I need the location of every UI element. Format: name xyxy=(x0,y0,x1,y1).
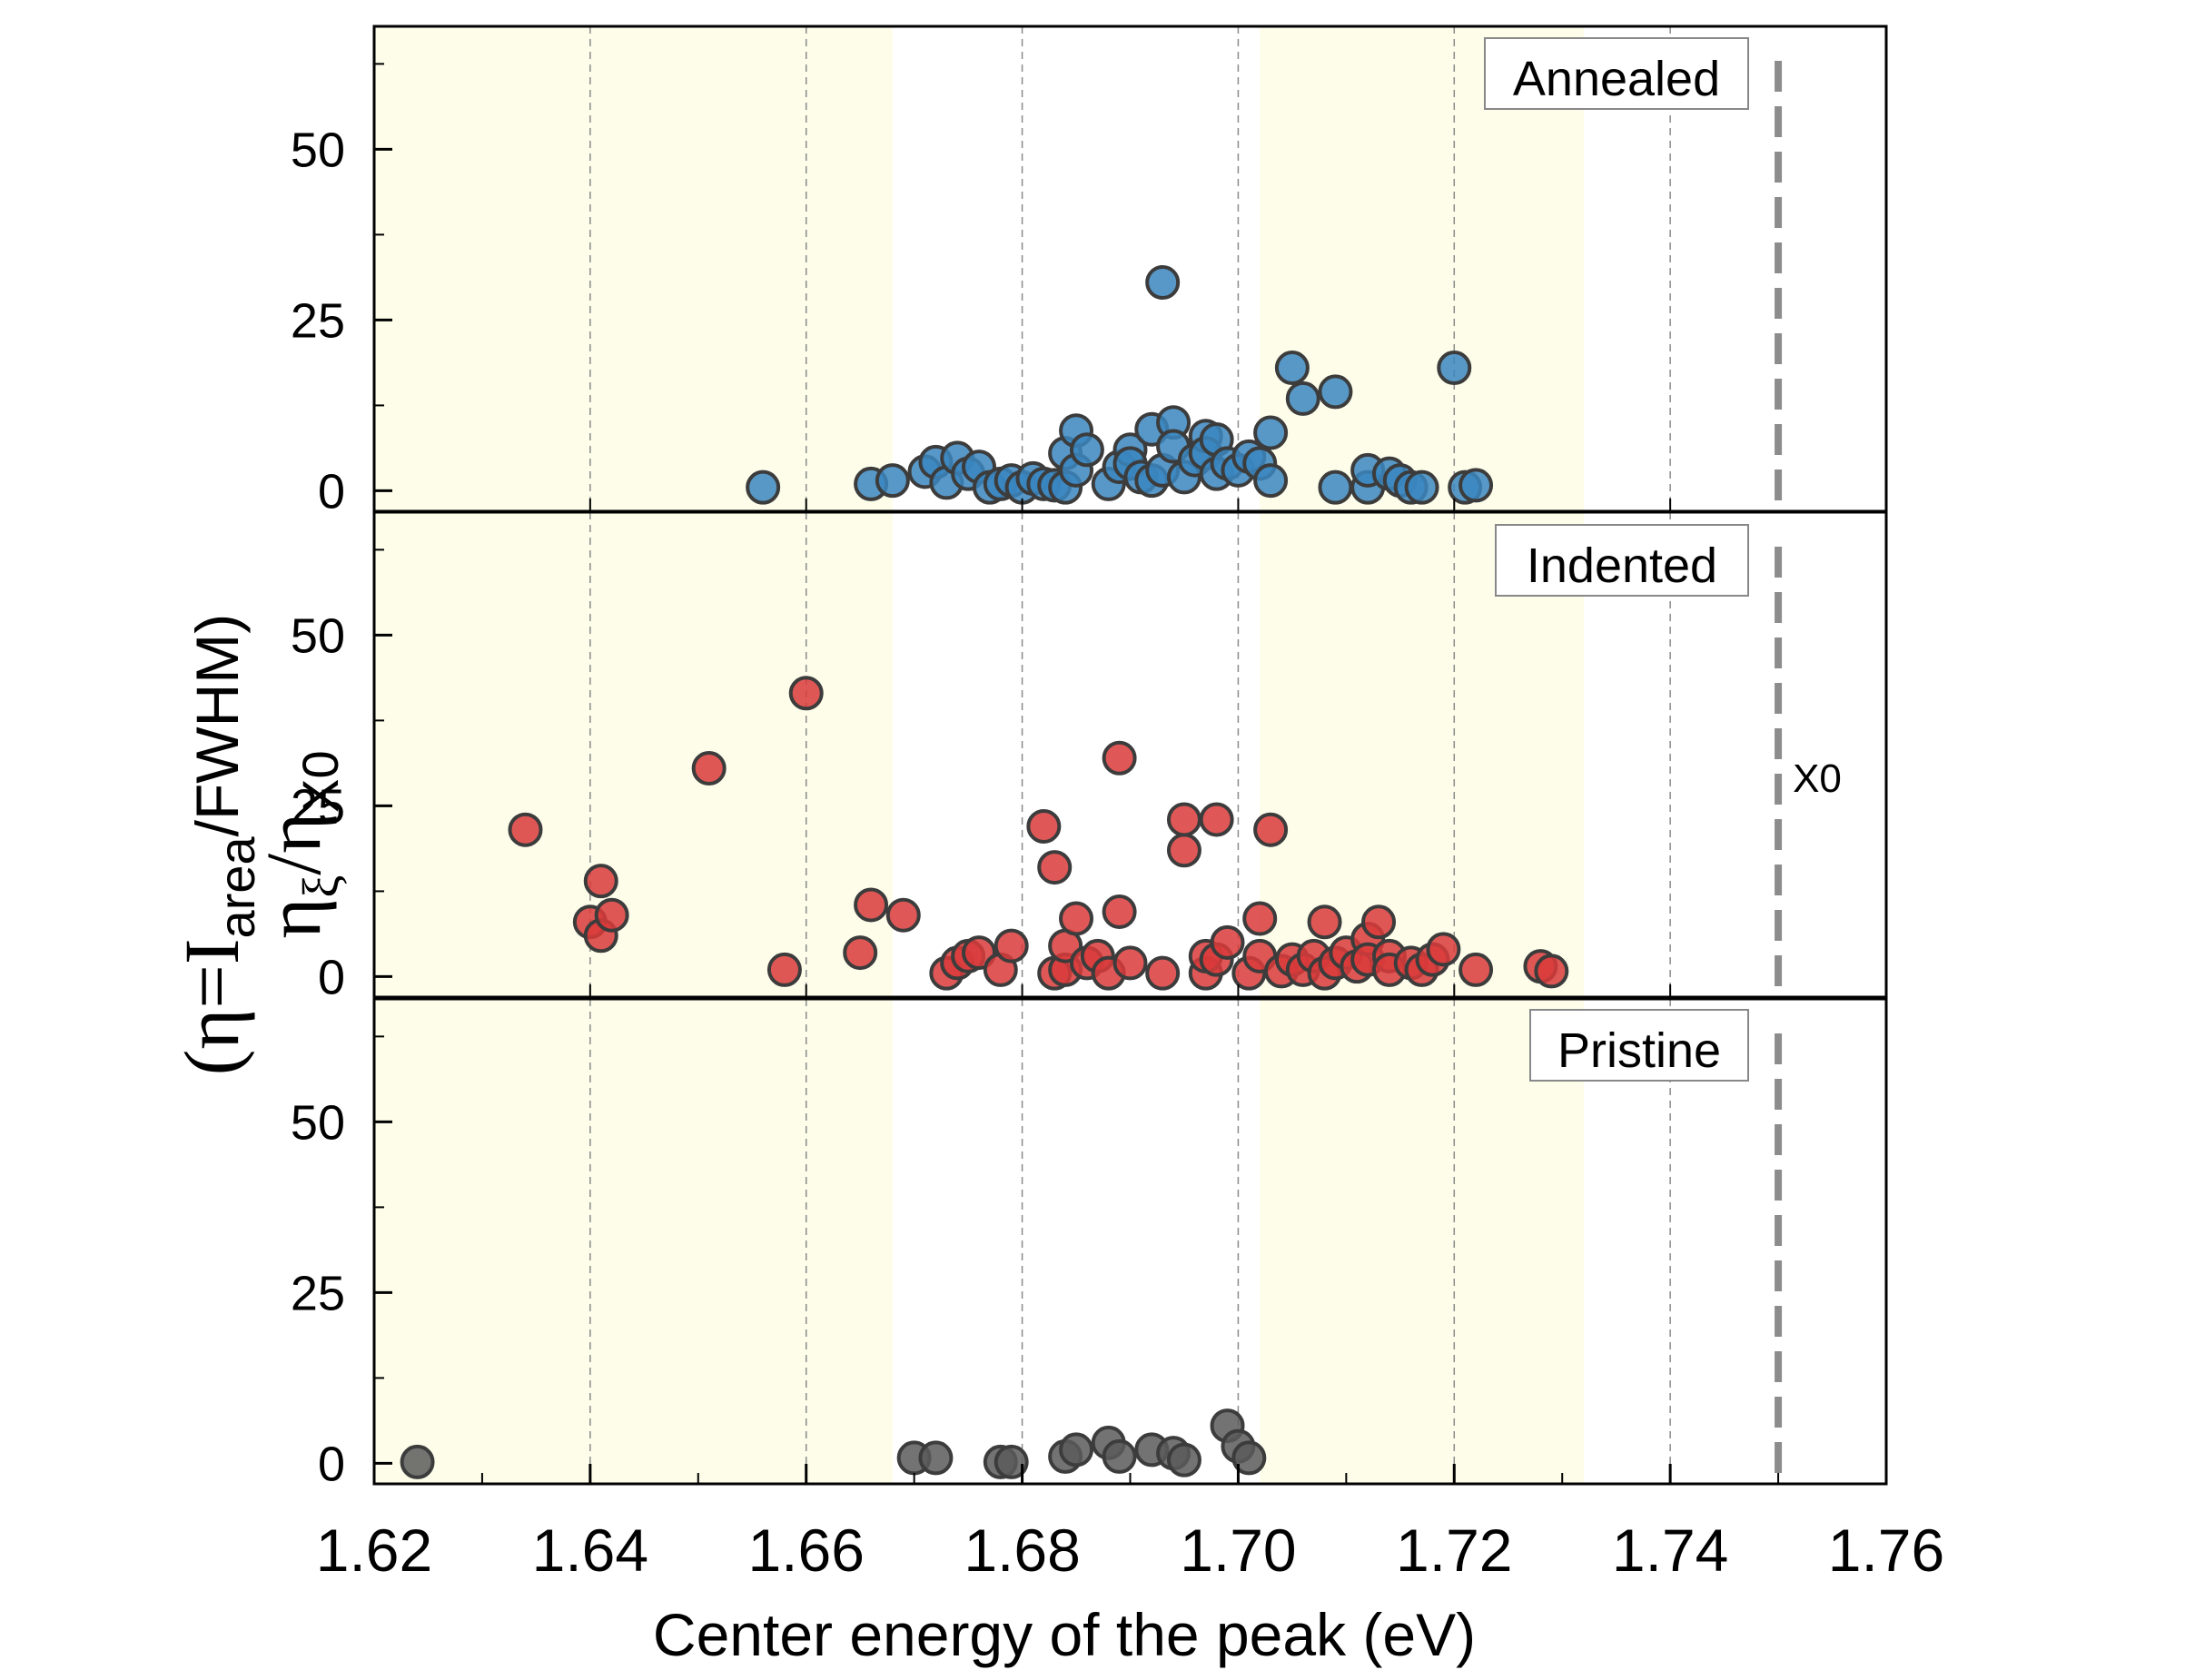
data-point xyxy=(583,864,618,899)
y-tick-label: 0 xyxy=(318,464,345,519)
data-point xyxy=(994,1444,1029,1479)
legend-box xyxy=(1495,524,1749,597)
data-point xyxy=(508,812,543,847)
data-point xyxy=(1166,833,1201,868)
ylabel-outer: (η=I xyxy=(168,938,255,1075)
panel-pristine: 0 25 50 Pristine xyxy=(291,997,1888,1491)
x-tick-label: 1.72 xyxy=(1396,1517,1512,1584)
data-point xyxy=(1166,1442,1201,1477)
data-point xyxy=(1059,1432,1094,1468)
x-tick-label: 1.64 xyxy=(532,1517,648,1584)
data-point xyxy=(1102,894,1137,929)
data-point xyxy=(1102,1438,1137,1474)
data-point xyxy=(1026,808,1062,844)
y-tick-label: 50 xyxy=(291,123,345,177)
legend-label-pristine: Pristine xyxy=(1557,1023,1721,1078)
data-point xyxy=(1112,945,1148,981)
ylabel-outer-sub: area xyxy=(208,836,265,939)
data-point xyxy=(1437,351,1472,386)
x-tick-label: 1.62 xyxy=(316,1517,432,1584)
data-point xyxy=(766,952,802,987)
data-point xyxy=(1037,850,1073,885)
data-point xyxy=(918,1440,954,1476)
data-point xyxy=(1166,802,1201,837)
data-point xyxy=(400,1444,435,1479)
shaded-region xyxy=(374,26,893,511)
data-point xyxy=(1145,265,1181,301)
data-point xyxy=(994,928,1029,964)
x-tick-label: 1.76 xyxy=(1828,1517,1944,1584)
y-tick-label: 50 xyxy=(291,1095,345,1150)
x-axis-title: Center energy of the peak (eV) xyxy=(653,1601,1476,1668)
x-tick-label: 1.74 xyxy=(1612,1517,1728,1584)
data-point xyxy=(1253,463,1289,499)
ylabel-inner-sub: ξ xyxy=(293,875,350,898)
data-point xyxy=(1318,469,1353,505)
data-point xyxy=(1102,740,1137,776)
data-point xyxy=(1059,901,1094,936)
data-point xyxy=(1458,952,1494,987)
data-point xyxy=(1307,904,1342,940)
data-point xyxy=(1361,904,1397,940)
data-point xyxy=(843,935,878,971)
y-tick-label: 25 xyxy=(291,293,345,348)
data-point xyxy=(788,676,824,711)
data-point xyxy=(1458,468,1494,503)
ylabel-inner-sub2: X0 xyxy=(292,750,349,813)
data-point xyxy=(1199,802,1234,837)
data-point xyxy=(1534,954,1569,989)
x-tick-label: 1.68 xyxy=(964,1517,1080,1584)
panel-frame xyxy=(372,510,1888,999)
y-tick-label: 50 xyxy=(291,608,345,663)
x0-annotation: X0 xyxy=(1793,756,1842,801)
data-point xyxy=(885,897,921,933)
data-point xyxy=(1285,380,1320,416)
data-point xyxy=(1274,351,1310,386)
y-tick-label: 25 xyxy=(291,779,345,834)
legend-label-annealed: Annealed xyxy=(1513,52,1720,106)
data-point xyxy=(1404,469,1439,505)
x-tick-label: 1.70 xyxy=(1180,1517,1296,1584)
y-axis-title: (η=Iarea/FWHM) ηξ/ηX0 xyxy=(168,614,350,1075)
data-point xyxy=(594,897,629,933)
panel-indented: 0 25 50 Indented xyxy=(291,510,1888,1004)
legend-box xyxy=(1529,1009,1749,1082)
data-point xyxy=(1426,932,1461,967)
y-tick-label: 0 xyxy=(318,950,345,1004)
data-point xyxy=(1069,432,1104,468)
data-point xyxy=(875,463,910,499)
data-point xyxy=(1253,812,1289,847)
data-point xyxy=(1253,415,1289,450)
data-point xyxy=(746,469,781,505)
data-point xyxy=(691,751,727,786)
data-point xyxy=(1145,955,1181,991)
shaded-region xyxy=(374,512,893,997)
data-point xyxy=(1242,901,1278,936)
shaded-region xyxy=(374,999,893,1484)
legend-label-indented: Indented xyxy=(1527,539,1717,593)
data-point xyxy=(854,887,889,923)
data-point xyxy=(1318,374,1353,410)
ylabel-inner: η xyxy=(250,898,337,939)
data-point xyxy=(1231,1440,1267,1476)
ylabel-inner-mid: /η xyxy=(250,813,337,875)
data-point xyxy=(1210,924,1245,960)
y-tick-label: 25 xyxy=(291,1266,345,1320)
y-tick-label: 0 xyxy=(318,1437,345,1491)
legend-box xyxy=(1484,37,1749,110)
panel-annealed: 0 25 50 Annealed xyxy=(291,25,1888,519)
svg-text:ηξ/ηX0: ηξ/ηX0 xyxy=(250,750,350,938)
svg-text:(η=Iarea/FWHM): (η=Iarea/FWHM) xyxy=(168,614,265,1075)
x-tick-label: 1.66 xyxy=(747,1517,864,1584)
ylabel-outer-tail: /FWHM) xyxy=(183,614,251,837)
